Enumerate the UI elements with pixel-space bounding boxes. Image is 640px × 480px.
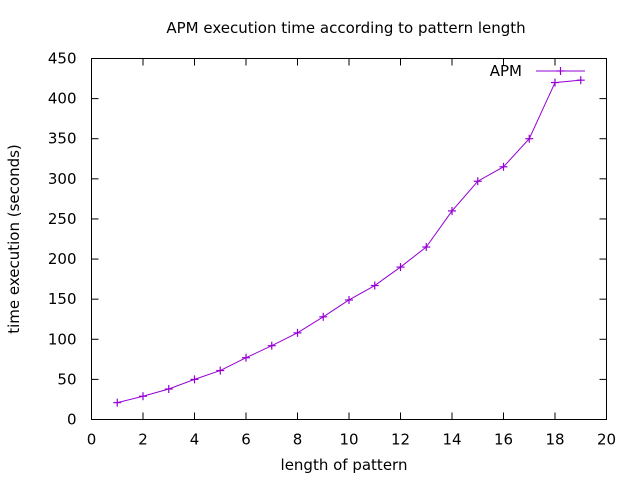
- y-tick-label: 100: [48, 330, 77, 348]
- y-axis-label: time execution (seconds): [5, 144, 23, 334]
- y-tick-label: 0: [67, 411, 77, 429]
- y-tick-label: 400: [48, 90, 77, 108]
- x-tick-label: 10: [339, 431, 358, 449]
- x-tick-label: 18: [545, 431, 564, 449]
- plot-border: [91, 58, 607, 420]
- chart-title: APM execution time according to pattern …: [166, 19, 525, 37]
- x-tick-label: 12: [391, 431, 410, 449]
- y-tick-label: 150: [48, 290, 77, 308]
- series-layer: [113, 76, 585, 407]
- y-tick-label: 350: [48, 130, 77, 148]
- plot-area: [91, 58, 607, 420]
- x-tick-label: 20: [597, 431, 616, 449]
- x-axis: 0 2 4 6 8 10 12 14 16 18 20: [87, 58, 616, 449]
- y-tick-label: 250: [48, 210, 77, 228]
- legend-marker-apm: [556, 67, 565, 75]
- x-tick-label: 4: [190, 431, 200, 449]
- x-axis-label: length of pattern: [281, 456, 408, 474]
- x-tick-label: 16: [494, 431, 513, 449]
- y-tick-label: 50: [57, 370, 76, 388]
- y-axis: 0 50 100 150 200 250 300 350 400 450: [48, 50, 607, 429]
- x-tick-label: 8: [293, 431, 303, 449]
- legend: APM: [490, 62, 585, 80]
- y-tick-label: 200: [48, 250, 77, 268]
- y-tick-label: 450: [48, 50, 77, 68]
- y-tick-label: 300: [48, 170, 77, 188]
- x-tick-label: 14: [442, 431, 461, 449]
- x-tick-label: 0: [87, 431, 97, 449]
- series-line-apm: [117, 79, 581, 404]
- legend-label-apm: APM: [490, 62, 522, 80]
- x-tick-label: 6: [241, 431, 251, 449]
- x-tick-label: 2: [138, 431, 148, 449]
